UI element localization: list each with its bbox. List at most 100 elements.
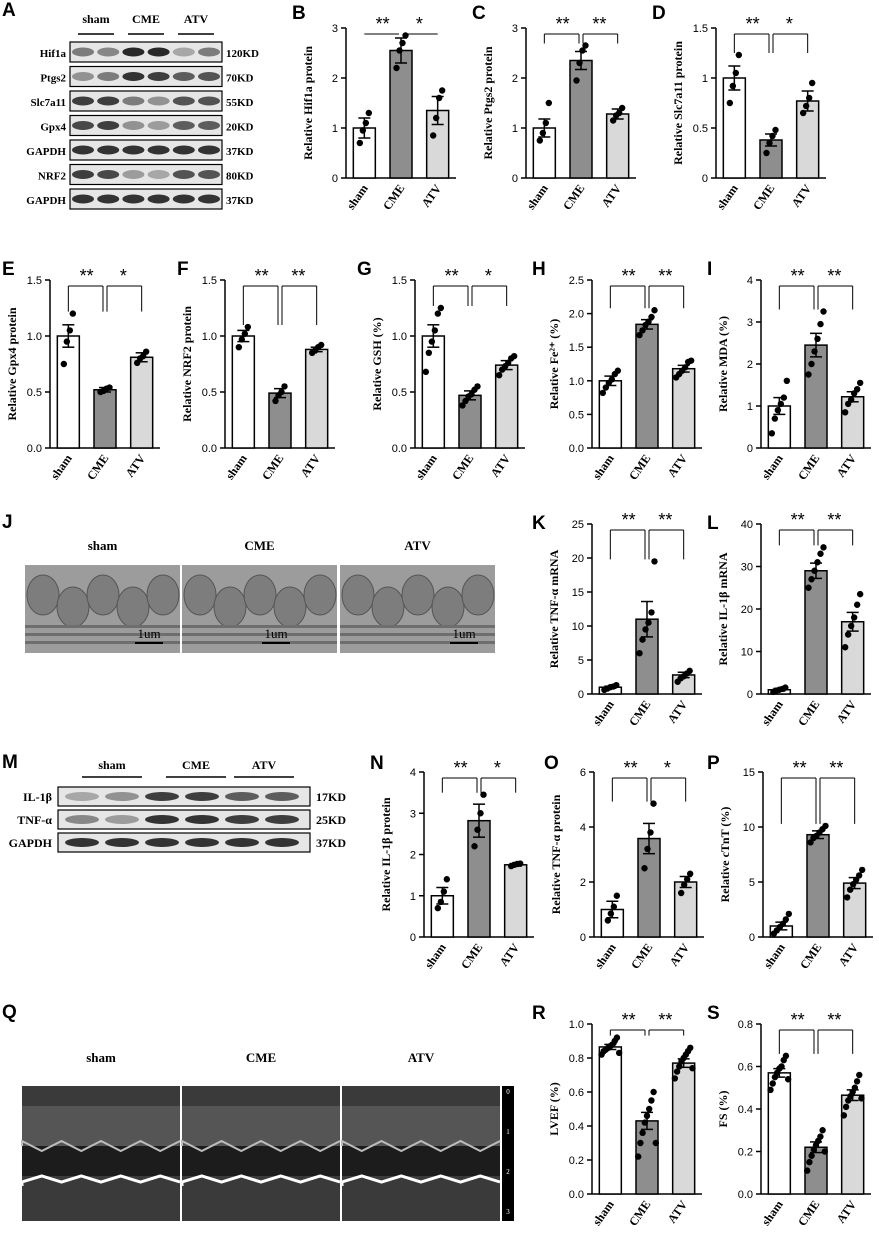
data-point: [841, 409, 849, 416]
blot-band: [122, 47, 145, 57]
blot-label: IL-1β: [23, 790, 52, 804]
chart-svg-i: I 0 1 2 3 4 Relative MDA (%) sham CME ATV ** **: [707, 259, 871, 483]
data-point: [763, 149, 770, 157]
blot-band: [265, 838, 299, 847]
y-tick-label: 4: [747, 275, 753, 287]
data-point: [805, 371, 812, 378]
data-point: [142, 348, 150, 355]
blot-band: [172, 96, 195, 106]
panel-letter-M: M: [2, 752, 18, 773]
data-point: [579, 47, 586, 54]
data-point: [645, 318, 652, 325]
striation: [182, 641, 337, 644]
sig-label: **: [791, 1010, 805, 1030]
blot-band: [72, 96, 94, 106]
data-point: [639, 327, 646, 334]
y-axis-label: Relative MDA (%): [716, 316, 730, 412]
data-point: [644, 845, 651, 853]
data-point: [651, 558, 658, 565]
sig-label: **: [454, 758, 468, 778]
y-tick-label: 0: [702, 173, 708, 185]
bar-atv: [673, 881, 698, 938]
data-point: [613, 1034, 621, 1041]
data-point: [613, 681, 620, 689]
data-point: [689, 1065, 696, 1072]
sig-label: **: [622, 1010, 636, 1030]
y-axis-label: Relative Hif1a protein: [301, 46, 315, 160]
data-point: [822, 822, 829, 830]
data-point: [576, 59, 583, 67]
data-point: [66, 327, 74, 334]
blot-band: [198, 72, 220, 81]
blot-kd: 80KD: [226, 171, 254, 183]
chart-d: D 0 0.5 1 1.5 Relative Slc7a11 protein sham CME…: [650, 2, 845, 242]
data-point: [435, 94, 443, 102]
data-point: [431, 327, 439, 334]
mitochondrion: [371, 586, 405, 628]
data-point: [582, 42, 589, 49]
blot-band: [147, 145, 170, 155]
y-tick-label: 0.0: [738, 1189, 753, 1201]
data-point: [686, 667, 693, 675]
data-point: [317, 341, 325, 349]
echo-trace: [21, 1139, 181, 1153]
blot-band: [225, 838, 259, 847]
data-point: [425, 349, 433, 356]
data-point: [844, 631, 852, 638]
bar-sham: [722, 77, 747, 179]
bar-atv: [840, 621, 865, 695]
striation: [340, 633, 495, 636]
chart-svg-f: F 0.0 0.5 1.0 1.5 Relative NRF2 protein sham CM…: [177, 259, 335, 483]
data-point: [63, 338, 71, 345]
group-label-atv: ATV: [184, 12, 209, 26]
data-point: [643, 1112, 651, 1119]
y-tick-label: 0.5: [569, 409, 584, 421]
y-tick-label: 6: [580, 767, 586, 779]
y-tick-label: 1.0: [569, 376, 584, 388]
y-tick-label: 2.5: [569, 275, 584, 287]
data-point: [438, 87, 446, 94]
y-tick-label: 4: [580, 822, 586, 834]
y-tick-label: 0.6: [569, 1087, 584, 1099]
x-tick-label: CME: [795, 452, 823, 483]
blot-band: [105, 838, 139, 847]
data-point: [614, 367, 622, 374]
sig-label: **: [556, 14, 570, 34]
panel-letter-p: P: [707, 753, 720, 774]
data-point: [847, 622, 855, 630]
y-tick-label: 4: [410, 767, 416, 779]
echo-cavity: [22, 1146, 180, 1176]
data-point: [536, 137, 544, 144]
western-blot-a-svg: sham CME ATV Hif1a 120KD Ptgs2 70KD Slc7a11 55KD…: [26, 12, 259, 210]
blot-band: [147, 72, 170, 81]
data-point: [811, 348, 818, 355]
chart-s: S 0.0 0.2 0.4 0.6 0.8 FS (%) sham CME ATV ** **: [705, 1002, 879, 1242]
data-point: [686, 870, 694, 877]
data-point: [428, 338, 436, 345]
data-point: [808, 79, 816, 87]
data-point: [772, 126, 779, 134]
bar-atv: [605, 113, 630, 179]
group-label-atv: ATV: [252, 758, 277, 772]
blot-band: [72, 47, 94, 57]
panel-letter-c: C: [472, 3, 486, 24]
echo-trace: [181, 1139, 341, 1153]
data-point: [805, 94, 813, 102]
data-point: [462, 397, 469, 405]
chart-f: F 0.0 0.5 1.0 1.5 Relative NRF2 protein sham CM…: [175, 258, 355, 498]
x-tick-label: sham: [714, 182, 741, 212]
image-label-atv: ATV: [404, 538, 431, 553]
tem-images-j: sham 1um CME 1um ATV 1um: [0, 520, 520, 660]
y-tick-label: 0.0: [569, 1189, 584, 1201]
data-point: [846, 886, 854, 893]
data-point: [681, 364, 689, 371]
blot-band: [225, 792, 259, 801]
data-point: [607, 910, 615, 917]
data-point: [821, 1148, 828, 1155]
data-point: [766, 139, 773, 147]
echo-cavity: [342, 1146, 500, 1176]
sig-label: **: [793, 758, 807, 778]
blot-band: [185, 792, 219, 801]
sig-label: **: [658, 510, 672, 530]
